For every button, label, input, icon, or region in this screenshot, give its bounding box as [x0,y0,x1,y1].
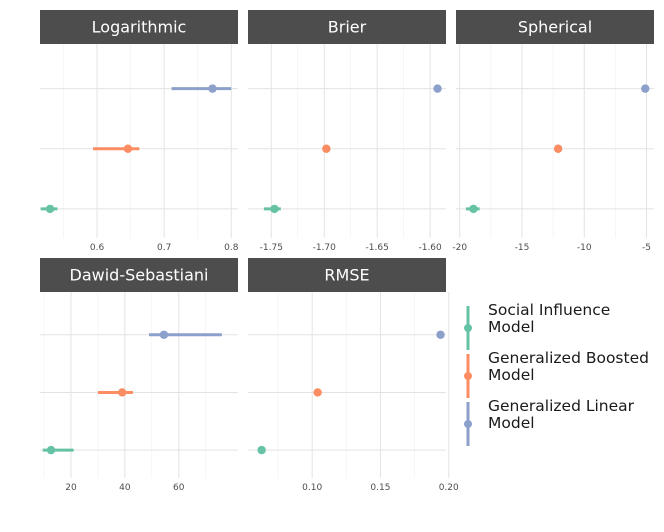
point-estimate [123,144,133,153]
point-estimate [436,330,445,339]
legend-label: Generalized Linear Model [488,397,635,432]
x-tick-label: -20 [452,243,467,253]
x-tick-label: -10 [577,243,592,253]
x-tick-label: 20 [65,483,77,493]
x-tick-label: 0.10 [302,483,322,493]
point-estimate [433,84,442,93]
x-tick-label: 0.15 [370,483,390,493]
panel-title: Dawid-Sebastiani [70,266,209,285]
panel-strip [40,258,238,292]
point-estimate [208,84,217,93]
panel-title: Brier [328,18,367,37]
x-tick-label: -15 [515,243,530,253]
x-tick-label: 40 [119,483,131,493]
x-tick-label: -1.60 [418,243,442,253]
panel-strip [248,258,446,292]
panel-strip [40,10,238,44]
panel-title: Spherical [518,18,592,37]
x-tick-label: 0.7 [157,243,171,253]
point-estimate [270,204,279,214]
x-tick-label: -1.65 [366,243,389,253]
legend-label: Generalized Boosted Model [488,349,649,384]
point-estimate [257,445,266,455]
x-tick-label: 0.20 [439,483,459,493]
point-estimate [159,330,169,339]
x-tick-label: 60 [173,483,185,493]
point-estimate [469,204,478,214]
panel-title: RMSE [324,266,369,285]
x-tick-label: -5 [642,243,651,253]
x-tick-label: 0.8 [224,243,239,253]
x-tick-label: -1.75 [260,243,283,253]
panel-title: Logarithmic [92,18,187,37]
point-estimate [553,144,563,153]
point-estimate [313,388,322,397]
x-tick-label: 0.6 [90,243,105,253]
legend-label: Social Influence Model [488,301,611,336]
panel-strip [456,10,654,44]
legend-key-generalized-linear [464,402,472,446]
legend-key-social-influence [464,306,472,350]
point-estimate [322,144,331,153]
point-estimate [117,388,127,397]
legend-key-generalized-boosted [464,354,472,398]
point-estimate [46,445,56,455]
x-tick-label: -1.70 [313,243,337,253]
point-estimate [45,204,55,214]
point-estimate [641,84,650,93]
panel-strip [248,10,446,44]
